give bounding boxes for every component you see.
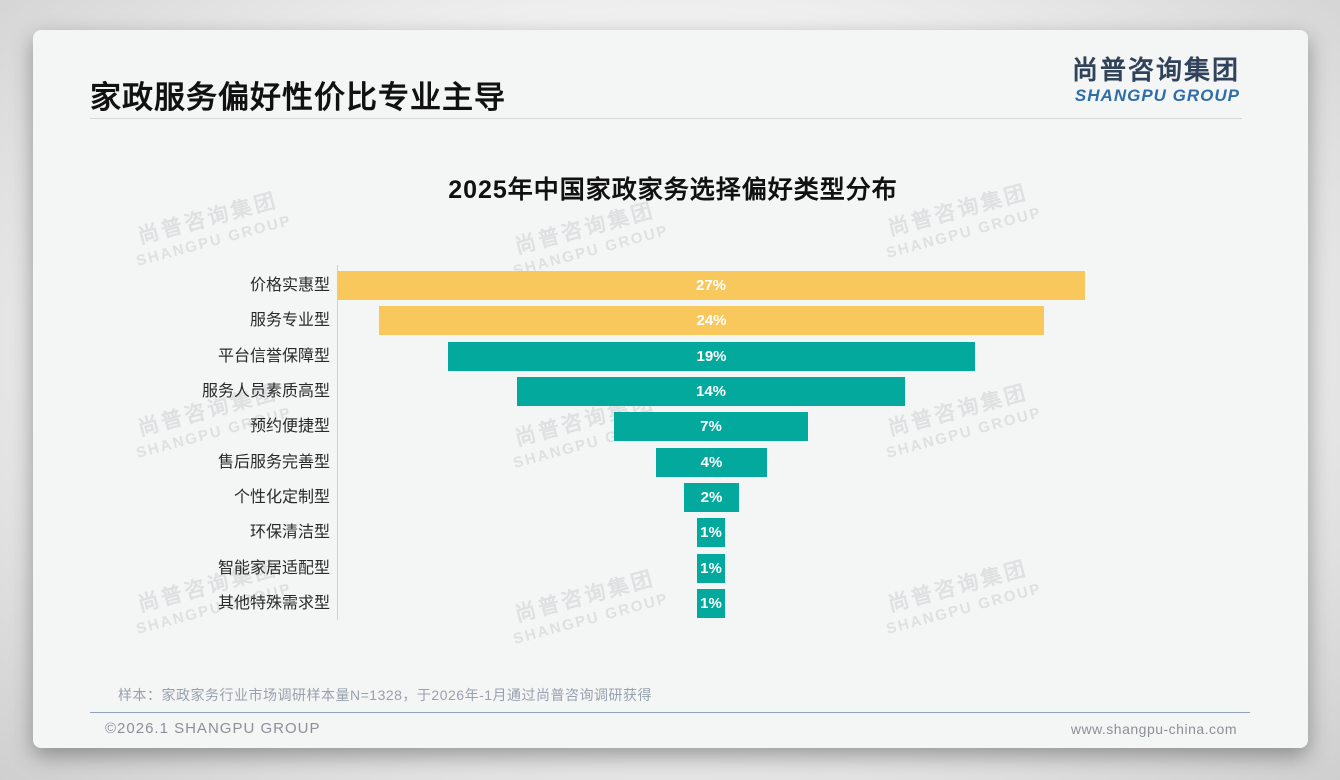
bar-value-label: 4% (700, 454, 723, 471)
funnel-bar: 19% (448, 342, 975, 371)
category-label: 其他特殊需求型 (217, 595, 330, 612)
bar-value-label: 7% (700, 418, 722, 435)
chart-title: 2025年中国家政家务选择偏好类型分布 (448, 176, 898, 204)
funnel-bar: 7% (614, 412, 808, 441)
category-label: 服务专业型 (249, 312, 330, 329)
bar-value-label: 19% (696, 348, 727, 365)
copyright-text: ©2026.1 SHANGPU GROUP (105, 720, 321, 737)
page-title: 家政服务偏好性价比专业主导 (90, 80, 506, 115)
bar-value-label: 2% (700, 489, 723, 506)
funnel-chart: 价格实惠型 27% 服务专业型 24% 平台信誉保障型 19% 服务人员素质高型 14% 预约便… (33, 265, 1308, 636)
logo-english-text: SHANGPU GROUP (1074, 85, 1240, 105)
category-label: 个性化定制型 (233, 489, 330, 506)
chart-axis-line (337, 265, 338, 620)
funnel-bar: 1% (697, 554, 725, 583)
category-label: 服务人员素质高型 (201, 383, 330, 400)
funnel-bar: 27% (337, 271, 1085, 300)
bar-value-label: 27% (695, 277, 727, 294)
funnel-bar: 4% (656, 448, 767, 477)
bar-value-label: 24% (696, 312, 727, 329)
slide-card: 尚普咨询集团 SHANGPU GROUP 尚普咨询集团 SHANGPU GROUP 尚普… (33, 30, 1308, 748)
bar-value-label: 1% (700, 560, 722, 577)
funnel-bar: 1% (697, 518, 725, 547)
funnel-bar: 24% (379, 306, 1044, 335)
bar-value-label: 1% (700, 595, 722, 612)
funnel-bar: 14% (517, 377, 905, 406)
website-url: www.shangpu-china.com (1070, 721, 1237, 737)
category-label: 环保清洁型 (249, 524, 330, 541)
funnel-bar: 2% (684, 483, 739, 512)
bar-value-label: 1% (700, 524, 722, 541)
category-label: 智能家居适配型 (217, 560, 330, 577)
category-label: 预约便捷型 (249, 418, 330, 435)
logo: 尚普咨询集团 SHANGPU GROUP (1071, 55, 1240, 105)
category-label: 价格实惠型 (249, 277, 330, 294)
footer-divider (90, 712, 1250, 713)
sample-footnote: 样本：家政家务行业市场调研样本量N=1328，于2026年-1月通过尚普咨询调研… (118, 687, 653, 703)
bar-value-label: 14% (695, 383, 727, 400)
funnel-bar: 1% (697, 589, 725, 618)
category-label: 售后服务完善型 (217, 454, 330, 471)
logo-chinese-text: 尚普咨询集团 (1071, 55, 1240, 85)
category-label: 平台信誉保障型 (217, 348, 330, 365)
header-divider (90, 118, 1242, 119)
